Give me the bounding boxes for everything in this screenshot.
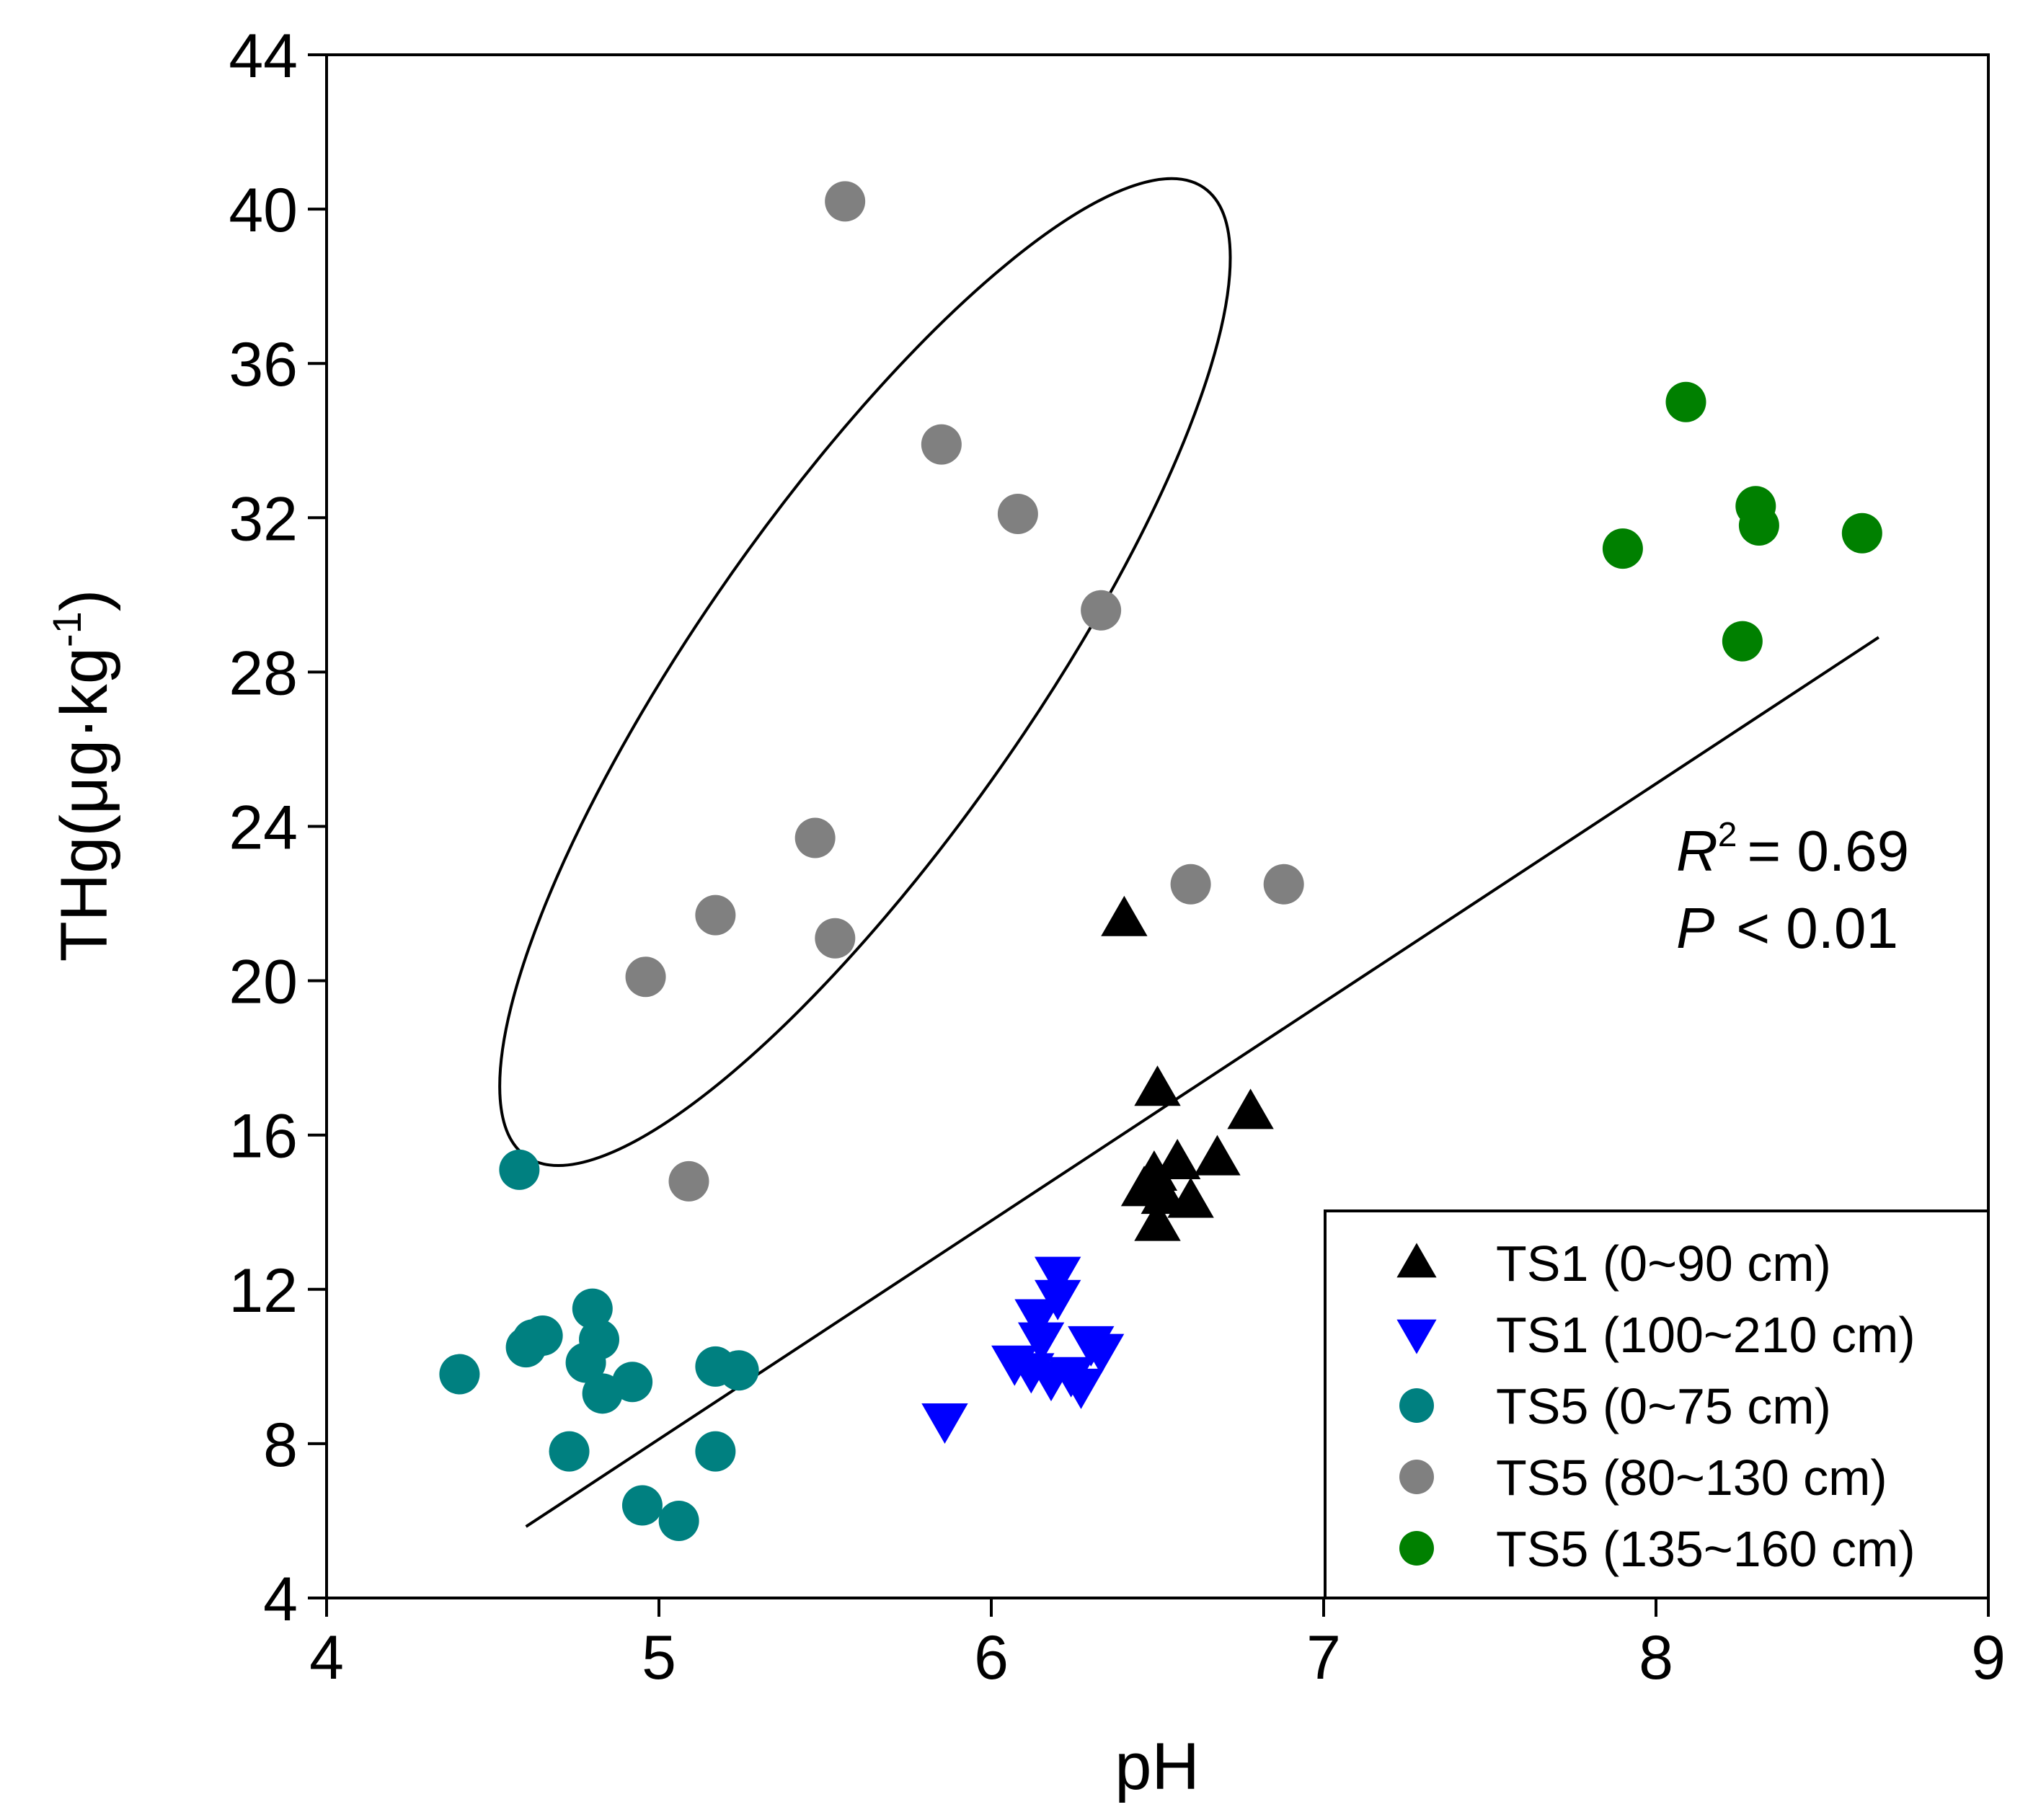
data-point — [668, 1160, 709, 1202]
legend-box — [1324, 1209, 1990, 1599]
data-point — [582, 1373, 623, 1414]
ellipse-group — [498, 177, 1232, 1167]
data-point — [815, 918, 856, 959]
x-tick-label: 4 — [309, 1623, 344, 1692]
legend: TS1 (0~90 cm) TS1 (100~210 cm) TS5 (0~75 c… — [1324, 1209, 1990, 1599]
data-point — [625, 956, 666, 998]
y-tick-label: 40 — [229, 176, 298, 245]
data-points — [439, 181, 1882, 1541]
legend-marker — [1399, 1460, 1434, 1494]
data-point — [1841, 512, 1882, 554]
axis-ticks: 4 5 6 7 8 9 4 8 12 16 20 24 28 32 36 40 44 — [229, 22, 2006, 1692]
data-point — [1134, 1065, 1181, 1106]
x-tick-label: 7 — [1306, 1623, 1341, 1692]
data-point — [997, 493, 1038, 534]
data-point — [565, 1342, 606, 1383]
cluster-ellipse — [498, 177, 1232, 1167]
data-point — [1017, 1322, 1065, 1363]
data-point — [1170, 864, 1211, 905]
data-point — [1227, 1088, 1274, 1129]
y-axis-title-main: THg(μg·kg — [48, 647, 121, 962]
data-point — [572, 1288, 613, 1329]
data-point — [499, 1149, 540, 1190]
x-tick-label: 9 — [1971, 1623, 2006, 1692]
data-point — [921, 424, 962, 465]
legend-marker — [1396, 1243, 1437, 1278]
legend-label: TS1 (0~90 cm) — [1496, 1235, 1831, 1292]
data-point — [1101, 895, 1148, 936]
legend-marker — [1399, 1531, 1434, 1566]
y-tick-label: 16 — [229, 1102, 298, 1171]
y-tick-label: 28 — [229, 639, 298, 708]
data-point — [1722, 621, 1763, 662]
data-point — [1154, 1138, 1201, 1179]
data-point — [695, 1431, 736, 1472]
r2-annotation: R2 = 0.69 — [1676, 816, 1909, 883]
x-tick-label: 8 — [1639, 1623, 1673, 1692]
r2-sup: 2 — [1718, 816, 1737, 854]
x-tick-label: 6 — [974, 1623, 1009, 1692]
r2-label: R — [1676, 819, 1718, 883]
data-point — [549, 1431, 590, 1472]
data-point — [1167, 1177, 1214, 1218]
y-tick-label: 24 — [229, 794, 298, 863]
legend-label: TS5 (80~130 cm) — [1496, 1450, 1887, 1506]
data-point — [1014, 1299, 1061, 1340]
data-point — [439, 1354, 480, 1395]
y-axis-title: THg(μg·kg-1) — [44, 590, 121, 962]
y-tick-label: 12 — [229, 1256, 298, 1326]
y-tick-label: 20 — [229, 948, 298, 1017]
legend-label: TS1 (100~210 cm) — [1496, 1307, 1916, 1363]
data-point — [1134, 1200, 1181, 1241]
data-point — [1048, 1357, 1094, 1398]
y-tick-label: 36 — [229, 330, 298, 399]
legend-label: TS5 (135~160 cm) — [1496, 1521, 1916, 1577]
r2-value: = 0.69 — [1747, 819, 1909, 883]
data-point — [825, 181, 866, 222]
p-label: P — [1676, 896, 1714, 960]
legend-label: TS5 (0~75 cm) — [1496, 1378, 1831, 1434]
x-tick-label: 5 — [642, 1623, 676, 1692]
legend-items: TS1 (0~90 cm) TS1 (100~210 cm) TS5 (0~75 c… — [1396, 1235, 1916, 1577]
data-point — [1602, 528, 1643, 569]
data-point — [1738, 505, 1779, 546]
data-point — [1194, 1135, 1241, 1176]
legend-marker — [1396, 1319, 1437, 1354]
data-point — [718, 1350, 759, 1391]
x-axis-title: pH — [1115, 1730, 1200, 1803]
data-point — [695, 895, 736, 936]
y-axis-title-close: ) — [48, 590, 121, 612]
data-point — [921, 1403, 968, 1444]
y-tick-label: 44 — [229, 22, 298, 91]
y-axis-title-sup: -1 — [44, 611, 89, 647]
data-point — [1081, 590, 1122, 631]
data-point — [658, 1500, 699, 1541]
p-value: < 0.01 — [1736, 896, 1898, 960]
legend-marker — [1399, 1388, 1434, 1423]
y-tick-label: 32 — [229, 484, 298, 554]
data-point — [794, 817, 836, 858]
y-tick-label: 4 — [263, 1565, 298, 1634]
data-point — [505, 1327, 546, 1368]
data-point — [1263, 864, 1304, 905]
p-annotation: P < 0.01 — [1676, 896, 1898, 960]
data-point — [621, 1485, 663, 1526]
data-point — [1077, 1333, 1125, 1375]
data-point — [1665, 381, 1706, 422]
y-tick-label: 8 — [263, 1411, 298, 1480]
data-point — [1035, 1256, 1081, 1297]
